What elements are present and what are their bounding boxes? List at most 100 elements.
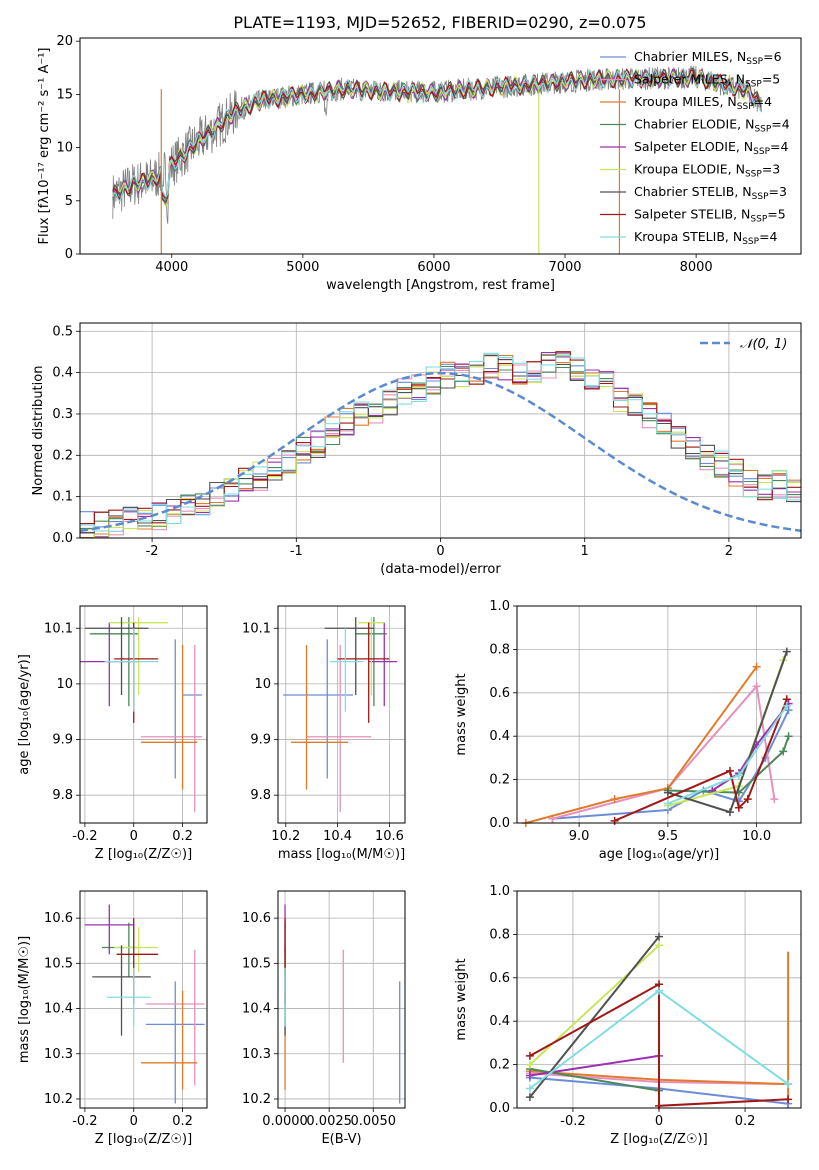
age-vs-mass-xtick-label: 10.2 <box>271 829 300 844</box>
weight-vs-age-ytick-label: 0.2 <box>489 773 510 788</box>
residuals-ytick-label: 0.2 <box>52 448 73 463</box>
spectrum-ytick-label: 0 <box>65 247 73 262</box>
residuals-ytick-label: 0.4 <box>52 366 73 381</box>
residuals-xtick-label: -2 <box>146 544 159 559</box>
mass-vs-Z-ytick-label: 10.2 <box>44 1092 73 1107</box>
weight-vs-age-ytick-label: 0.8 <box>489 642 510 657</box>
age-vs-mass-xlabel: mass [log₁₀(M/M☉)] <box>278 847 405 862</box>
weight-vs-Z-ytick-label: 0.8 <box>489 927 510 942</box>
weight-vs-age-ylabel: mass weight <box>454 673 469 755</box>
age-vs-Z-xtick-label: -0.2 <box>72 829 97 844</box>
residuals-ytick-label: 0.3 <box>52 407 73 422</box>
spectrum-ytick-label: 15 <box>56 87 73 102</box>
weight-vs-age-xlabel: age [log₁₀(age/yr)] <box>599 847 720 862</box>
weight-vs-age-ytick-label: 0.6 <box>489 686 510 701</box>
mass-vs-Z-xtick-label: 0 <box>130 1114 138 1129</box>
mass-vs-ebv-ytick-label: 10.6 <box>242 911 271 926</box>
histogram-line <box>80 351 801 525</box>
spectrum-xtick-label: 8000 <box>680 260 713 275</box>
weight-marker <box>734 771 743 780</box>
weight-vs-age-xtick-label: 9.5 <box>658 829 679 844</box>
weight-line <box>529 982 789 1107</box>
weight-marker <box>726 766 734 775</box>
spectrum-ytick-label: 5 <box>65 194 73 209</box>
weight-vs-Z-ytick-label: 0.0 <box>489 1101 510 1116</box>
age-vs-mass-ytick-label: 9.9 <box>250 733 271 748</box>
weight-vs-Z-frame <box>516 890 802 1109</box>
weight-line <box>552 709 790 820</box>
mass-vs-ebv-xtick-label: 0.0050 <box>351 1114 397 1129</box>
weight-vs-age-xtick-label: 9.0 <box>569 829 590 844</box>
histogram-line <box>80 352 801 533</box>
weight-marker <box>784 732 793 741</box>
spectrum-xtick-label: 5000 <box>286 260 319 275</box>
legend-entry: 𝒩(0, 1) <box>740 337 787 352</box>
spectrum-model-line <box>112 68 762 201</box>
residuals-xtick-label: 2 <box>725 544 733 559</box>
mass-vs-Z-ytick-label: 10.5 <box>44 956 73 971</box>
age-vs-Z-panel: -0.2 0 0.2 9.8 9.9 10 10.1 Z [log₁₀(Z/Z☉)] age [… <box>17 605 208 862</box>
weight-vs-age-panel: 9.0 9.5 10.0 0.0 0.2 0.4 0.6 0.8 1.0 age [log₁₀(a… <box>454 599 802 862</box>
age-vs-mass-xtick-label: 10.4 <box>323 829 352 844</box>
weight-vs-Z-ytick-label: 0.2 <box>489 1058 510 1073</box>
mass-vs-ebv-frame <box>277 890 406 1109</box>
residuals-ylabel: Normed distribution <box>31 366 46 496</box>
spectrum-ylabel: Flux [fλ10⁻¹⁷ erg cm⁻² s⁻¹ A⁻¹] <box>37 48 52 245</box>
mass-vs-Z-ytick-label: 10.6 <box>44 911 73 926</box>
spectrum-xtick-label: 4000 <box>155 260 188 275</box>
legend-entry: Salpeter STELIB, NSSP=5 <box>634 207 786 225</box>
weight-vs-age-ytick-label: 0.0 <box>489 816 510 831</box>
weight-marker <box>743 795 752 804</box>
residuals-xtick-label: 0 <box>436 544 444 559</box>
age-vs-mass-ytick-label: 10 <box>254 677 271 692</box>
age-vs-mass-xtick-label: 10.6 <box>375 829 404 844</box>
age-vs-Z-frame <box>79 605 208 824</box>
mass-vs-Z-xtick-label: -0.2 <box>72 1114 97 1129</box>
residuals-ytick-label: 0.0 <box>52 531 73 546</box>
figure-title: PLATE=1193, MJD=52652, FIBERID=0290, z=0… <box>233 13 646 32</box>
weight-marker <box>663 788 672 797</box>
weight-marker <box>779 747 788 756</box>
residuals-ytick-label: 0.1 <box>52 490 73 505</box>
spectrum-frame <box>79 37 802 255</box>
spectrum-xtick-label: 6000 <box>417 260 450 275</box>
weight-marker <box>525 1060 534 1069</box>
age-vs-Z-ytick-label: 9.9 <box>52 733 73 748</box>
weight-marker <box>655 932 663 941</box>
mass-vs-ebv-xtick-label: 0.0025 <box>306 1114 352 1129</box>
mass-vs-ebv-ytick-label: 10.5 <box>242 956 271 971</box>
weight-vs-age-ytick-label: 0.4 <box>489 729 510 744</box>
mass-vs-ebv-ytick-label: 10.4 <box>242 1002 271 1017</box>
spectrum-xlabel: wavelength [Angstrom, rest frame] <box>326 278 555 293</box>
weight-vs-Z-panel: -0.2 0 0.2 0.0 0.2 0.4 0.6 0.8 1.0 Z [log₁₀(Z/Z☉)… <box>454 884 802 1147</box>
weight-line <box>552 684 776 820</box>
weight-marker <box>782 701 791 710</box>
normal-curve <box>80 371 801 533</box>
weight-marker <box>752 662 761 671</box>
weight-marker <box>734 803 743 812</box>
weight-marker <box>770 795 779 804</box>
weight-marker <box>525 1051 534 1060</box>
weight-vs-Z-ytick-label: 1.0 <box>489 884 510 899</box>
mass-vs-Z-ylabel: mass [log₁₀(M/M☉)] <box>17 936 32 1063</box>
age-vs-Z-ytick-label: 9.8 <box>52 788 73 803</box>
age-vs-mass-panel: 10.2 10.4 10.6 9.8 9.9 10 10.1 mass [log₁₀(M/M☉… <box>242 605 406 862</box>
age-vs-mass-ytick-label: 9.8 <box>250 788 271 803</box>
legend-entry: Salpeter ELODIE, NSSP=4 <box>634 139 789 157</box>
weight-line <box>667 735 790 794</box>
weight-marker <box>525 1071 534 1080</box>
age-vs-Z-ytick-label: 10 <box>56 677 73 692</box>
legend-entry: Kroupa STELIB, NSSP=4 <box>634 229 778 247</box>
mass-vs-ebv-xlabel: E(B-V) <box>321 1132 361 1147</box>
spectrum-ytick-label: 20 <box>56 34 73 49</box>
residuals-xtick-label: -1 <box>290 544 303 559</box>
mass-vs-ebv-ytick-label: 10.3 <box>242 1047 271 1062</box>
spectrum-model-line <box>112 67 762 202</box>
legend-entry: Salpeter MILES, NSSP=5 <box>634 72 780 90</box>
weight-line <box>529 935 660 1098</box>
mass-vs-Z-panel: -0.2 0 0.2 10.2 10.3 10.4 10.5 10.6 Z [log₁₀(Z/Z… <box>17 890 208 1147</box>
age-vs-Z-ylabel: age [log₁₀(age/yr)] <box>17 654 32 775</box>
